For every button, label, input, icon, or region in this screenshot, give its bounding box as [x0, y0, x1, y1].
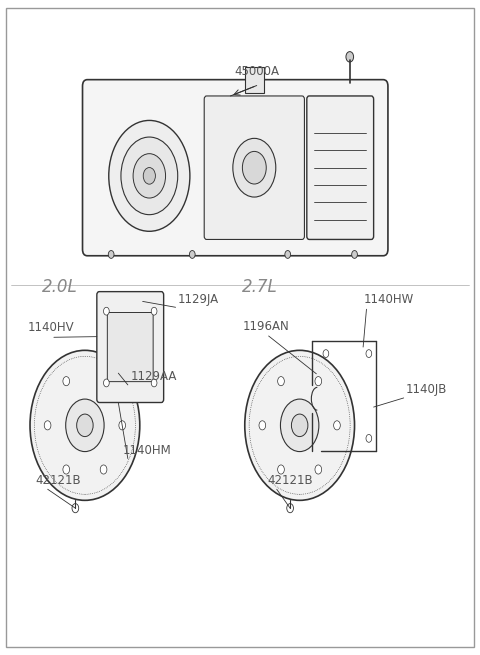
Circle shape [63, 377, 70, 386]
FancyBboxPatch shape [307, 96, 373, 240]
Circle shape [100, 465, 107, 474]
Text: 2.0L: 2.0L [42, 278, 78, 295]
Circle shape [323, 350, 329, 358]
FancyBboxPatch shape [108, 312, 153, 382]
Circle shape [352, 251, 358, 258]
Circle shape [44, 421, 51, 430]
Circle shape [366, 350, 372, 358]
Circle shape [287, 504, 293, 513]
Circle shape [259, 421, 265, 430]
Bar [245, 67, 264, 93]
Circle shape [104, 307, 109, 315]
Circle shape [334, 421, 340, 430]
Text: 45000A: 45000A [234, 65, 279, 78]
Circle shape [233, 138, 276, 197]
Text: 1129JA: 1129JA [178, 293, 219, 306]
Circle shape [30, 350, 140, 500]
Circle shape [63, 465, 70, 474]
Text: 1140JB: 1140JB [406, 383, 447, 396]
Circle shape [104, 379, 109, 387]
FancyBboxPatch shape [83, 80, 388, 255]
Circle shape [242, 151, 266, 184]
Circle shape [143, 168, 156, 184]
Text: 42121B: 42121B [36, 474, 82, 487]
Circle shape [277, 465, 284, 474]
Text: 42121B: 42121B [267, 474, 313, 487]
Circle shape [151, 379, 157, 387]
Text: 1140HW: 1140HW [364, 293, 414, 306]
Circle shape [245, 350, 355, 500]
Circle shape [291, 414, 308, 437]
Circle shape [121, 137, 178, 215]
Circle shape [77, 414, 93, 437]
Circle shape [108, 251, 114, 258]
Circle shape [190, 251, 195, 258]
Circle shape [285, 251, 290, 258]
Circle shape [119, 421, 126, 430]
Circle shape [151, 307, 157, 315]
Circle shape [315, 465, 322, 474]
Circle shape [109, 121, 190, 231]
Circle shape [315, 377, 322, 386]
Circle shape [346, 52, 354, 62]
Text: 1129AA: 1129AA [130, 370, 177, 383]
Text: 1196AN: 1196AN [242, 320, 289, 333]
Text: 1140HV: 1140HV [28, 321, 74, 334]
Circle shape [280, 399, 319, 451]
Circle shape [133, 154, 166, 198]
Circle shape [100, 377, 107, 386]
Text: 2.7L: 2.7L [242, 278, 278, 295]
Circle shape [72, 504, 79, 513]
Circle shape [277, 377, 284, 386]
Text: 1140HM: 1140HM [123, 443, 172, 457]
FancyBboxPatch shape [204, 96, 304, 240]
FancyBboxPatch shape [97, 291, 164, 403]
Circle shape [366, 434, 372, 442]
Circle shape [66, 399, 104, 451]
